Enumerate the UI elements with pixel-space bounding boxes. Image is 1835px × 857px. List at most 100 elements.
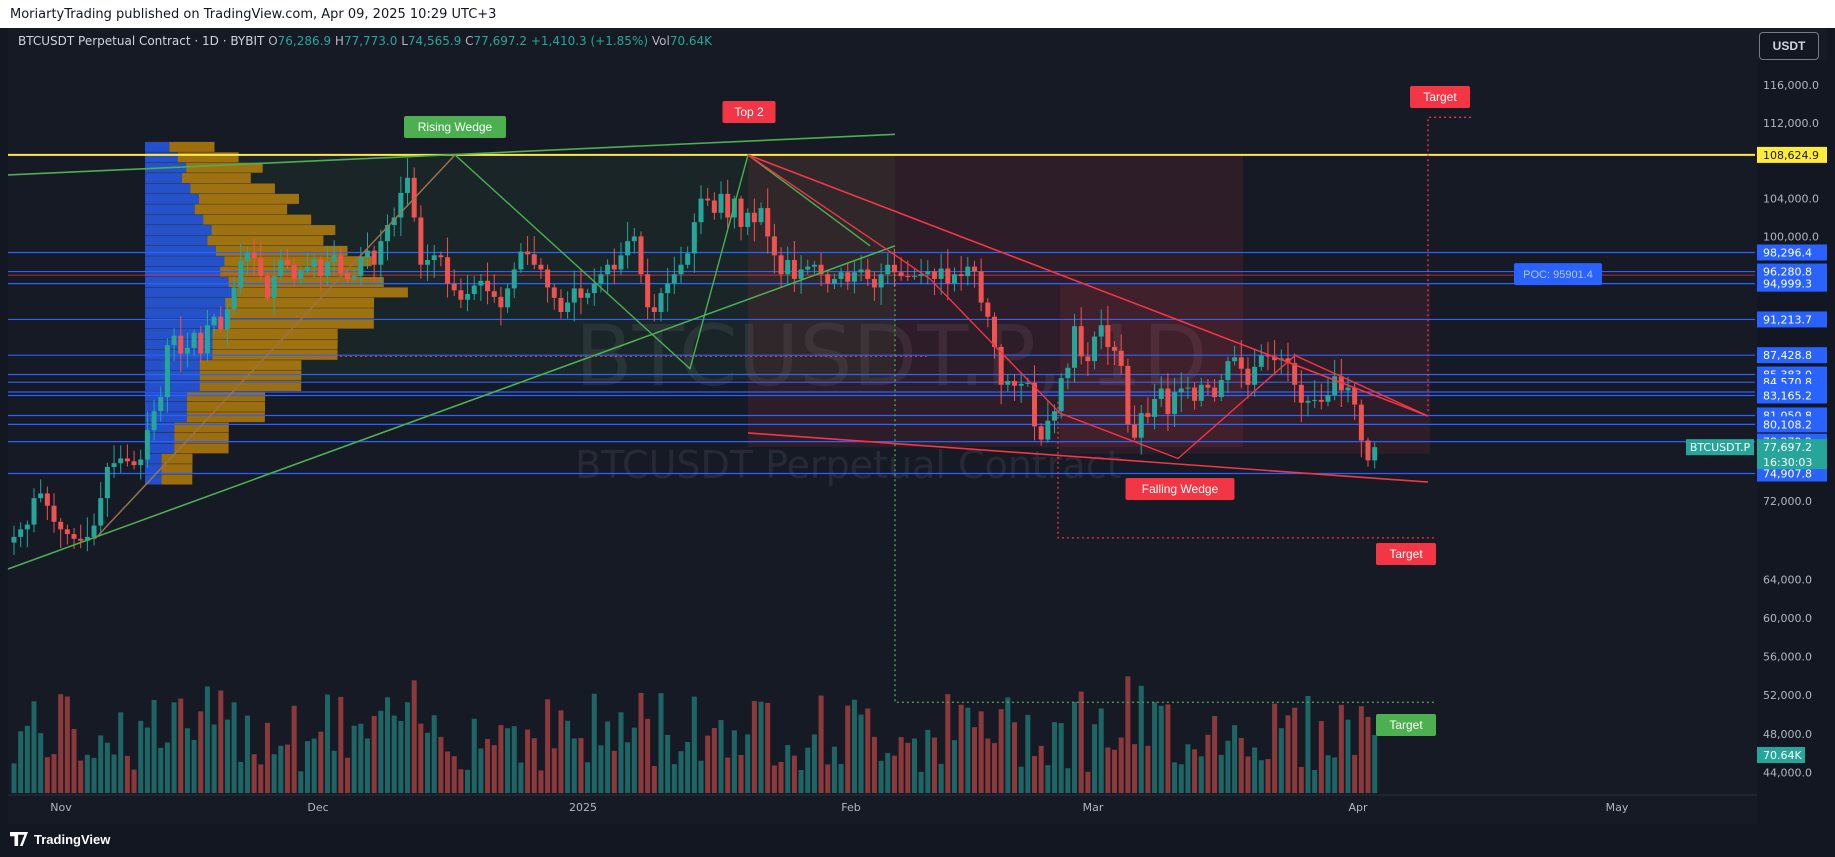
volume-bar <box>458 769 464 793</box>
profile-row <box>161 453 193 464</box>
candle-body <box>698 198 704 223</box>
volume-bar <box>1372 735 1378 793</box>
brand-name: TradingView <box>34 832 111 847</box>
volume-bar <box>425 732 431 793</box>
candle-body <box>138 459 144 466</box>
profile-row <box>187 401 265 412</box>
candle-body <box>11 536 17 543</box>
volume-bar <box>638 692 644 793</box>
candle-body <box>1192 387 1198 401</box>
volume-bar <box>998 709 1004 793</box>
volume-bar <box>1252 747 1258 793</box>
volume-bar <box>378 710 384 793</box>
volume-bar <box>525 729 531 793</box>
symbol-tag <box>1686 439 1754 456</box>
candle-body <box>1018 383 1024 386</box>
candle-body <box>465 294 471 300</box>
volume-bar <box>1118 737 1124 793</box>
volume-bar <box>244 715 250 793</box>
profile-row <box>145 318 226 329</box>
volume-bar <box>678 751 684 793</box>
candle-body <box>831 278 837 284</box>
candle-body <box>1112 346 1118 351</box>
candle-body <box>585 293 591 298</box>
volume-bar <box>118 712 124 793</box>
candle-body <box>745 212 751 227</box>
volume-bar <box>911 738 917 793</box>
volume-bar <box>124 755 130 793</box>
candle-body <box>571 288 577 303</box>
candle-body <box>398 192 404 218</box>
profile-row <box>145 443 175 454</box>
candle-body <box>1218 380 1224 398</box>
candle-body <box>1345 387 1351 391</box>
volume-bar <box>438 736 444 793</box>
volume-bar <box>151 699 157 793</box>
volume-bar <box>858 714 864 793</box>
candle-body <box>445 257 451 284</box>
volume-bar <box>1285 715 1291 793</box>
volume-bar <box>24 725 30 793</box>
candle-body <box>218 316 224 330</box>
level-tag-text: 96,280.8 <box>1763 266 1812 279</box>
target-label-green-box <box>1376 714 1436 736</box>
candle-body <box>785 260 791 275</box>
candle-body <box>1078 326 1084 357</box>
candle-body <box>1318 399 1324 402</box>
profile-row <box>225 297 374 308</box>
profile-row <box>145 141 170 152</box>
volume-bar <box>711 728 717 793</box>
profile-row <box>145 308 226 319</box>
volume-bar <box>898 737 904 793</box>
profile-row <box>211 225 336 236</box>
volume-bar <box>1338 704 1344 793</box>
volume-bar <box>1005 697 1011 793</box>
y-tick: 104,000.0 <box>1763 193 1819 206</box>
volume-bar <box>1138 685 1144 793</box>
volume-bar <box>238 761 244 793</box>
target-label-down-box <box>1376 543 1436 565</box>
profile-row <box>199 370 302 381</box>
candle-body <box>238 260 244 288</box>
volume-bar <box>1298 766 1304 793</box>
level-tag <box>1757 244 1827 261</box>
volume-bar <box>351 725 357 793</box>
falling-wedge-bottom <box>747 432 1429 483</box>
candle-body <box>891 264 897 273</box>
profile-row <box>145 380 200 391</box>
volume-bar <box>991 743 997 793</box>
candle-body <box>965 266 971 277</box>
candle-body <box>1012 380 1017 386</box>
y-tick: 72,000.0 <box>1763 495 1812 508</box>
rising-wedge-label: Rising Wedge <box>418 120 493 134</box>
legend-l-label: L <box>401 34 408 48</box>
candle-body <box>211 316 217 326</box>
tradingview-logo[interactable]: TradingView <box>10 832 110 847</box>
volume-bar <box>1172 762 1178 793</box>
candle-body <box>1258 355 1264 367</box>
candle-body <box>898 272 904 277</box>
target-label-down: Target <box>1389 547 1423 561</box>
target-label-up-box <box>1410 86 1470 108</box>
profile-row <box>145 329 213 340</box>
falling-wedge-zone <box>1060 283 1430 454</box>
legend-h-value: 77,773.0 <box>343 34 398 48</box>
volume-bar <box>891 755 897 793</box>
candle-body <box>264 276 270 298</box>
volume-bar <box>538 770 544 793</box>
currency-button[interactable]: USDT <box>1759 32 1819 60</box>
candle-body <box>1298 384 1304 403</box>
top2-label-box <box>722 101 776 123</box>
drawings[interactable]: Rising Wedge Top 2 Falling Wedge Target Targ… <box>7 86 1602 736</box>
last-price-tag <box>1757 439 1827 470</box>
candle-body <box>998 346 1004 385</box>
volume-bar <box>98 735 104 793</box>
candle-body <box>1092 336 1098 362</box>
profile-row <box>174 432 229 443</box>
candle-body <box>878 274 884 288</box>
candle-body <box>1005 380 1011 385</box>
volume-bar <box>418 723 424 793</box>
candle-body <box>578 288 584 298</box>
candle-body <box>485 280 491 292</box>
